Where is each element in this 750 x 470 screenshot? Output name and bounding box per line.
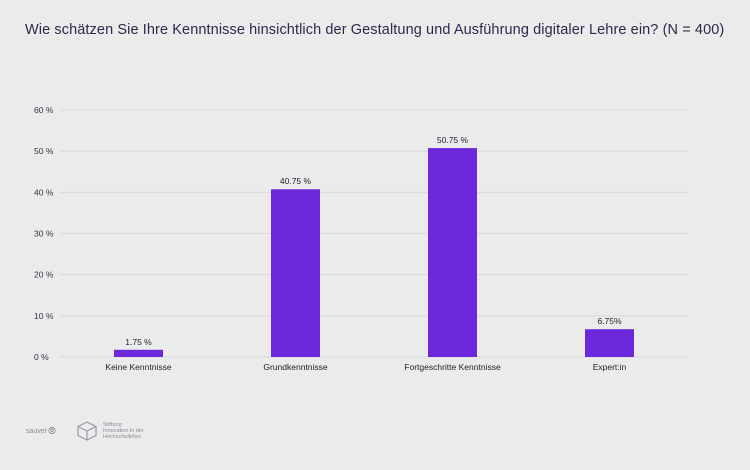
sauver-logo: sauver ⦾ [26,425,57,437]
y-tick-label: 10 % [34,311,54,321]
y-tick-label: 30 % [34,229,54,239]
chart-title: Wie schätzen Sie Ihre Kenntnisse hinsich… [25,22,725,38]
x-tick-label: Fortgeschritte Kenntnisse [404,362,501,372]
stiftung-line-2: Innovation in der [103,428,144,434]
bar [114,349,163,357]
x-tick-label: Grundkenntnisse [263,362,328,372]
x-tick-label: Keine Kenntnisse [105,362,171,372]
bar [271,189,320,357]
data-label: 6.75% [597,316,622,326]
x-tick-label: Expert:in [593,362,627,372]
y-tick-label: 60 % [34,105,54,115]
data-label: 1.75 % [125,337,152,347]
bar [428,148,477,357]
y-tick-label: 40 % [34,187,54,197]
stiftung-line-3: Hochschullehre [103,434,141,440]
bar-chart: 0 % 10 % 20 % 30 % 40 % 50 % 60 % 1.75 % Keine K… [34,105,688,372]
y-tick-label: 0 % [34,352,49,362]
y-tick-label: 20 % [34,270,54,280]
footer-logos: sauver ⦾ Stiftung Innovation in der Hoch… [26,420,144,442]
stiftung-logo: Stiftung Innovation in der Hochschullehr… [76,420,144,442]
data-label: 50.75 % [437,135,469,145]
cube-logo-icon [77,421,97,441]
y-tick-label: 50 % [34,146,54,156]
bar [585,329,634,357]
data-label: 40.75 % [280,176,312,186]
sauver-mark-icon: ⦾ [48,425,57,437]
stiftung-line-1: Stiftung [103,422,122,428]
